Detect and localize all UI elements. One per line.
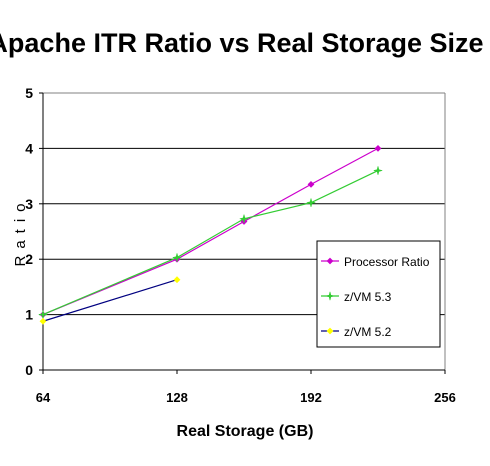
series-3-line [42, 279, 178, 322]
y-tick-label-4: 4 [25, 140, 33, 156]
legend-box [316, 240, 441, 348]
y-axis-title: Ratio [12, 196, 29, 266]
series-2 [38, 166, 383, 319]
series-1-point-4 [307, 181, 315, 188]
series-3-point-1 [39, 317, 47, 325]
x-tick-label-256: 256 [434, 390, 456, 405]
y-tick-label-5: 5 [25, 85, 33, 101]
legend-item-1-label: Processor Ratio [344, 255, 430, 269]
series-2-point-1 [38, 310, 48, 319]
legend-item-2: z/VM 5.3 [321, 290, 392, 304]
x-tick-label-128: 128 [166, 390, 188, 405]
series-2-point-3 [239, 214, 249, 224]
y-tick-label-3: 3 [25, 196, 33, 212]
legend-item-1: Processor Ratio [321, 255, 430, 269]
chart-title: Apache ITR Ratio vs Real Storage Size [0, 28, 484, 58]
x-tick-label-64: 64 [36, 390, 51, 405]
series-2-point-5 [373, 166, 383, 175]
legend: Processor Ratio z/VM 5.3 z/VM 5.2 [316, 240, 441, 348]
y-tick-label-0: 0 [25, 362, 33, 378]
legend-item-3: z/VM 5.2 [321, 325, 392, 339]
legend-item-3-label: z/VM 5.2 [344, 325, 392, 339]
y-tick-label-2: 2 [25, 251, 33, 267]
y-tick-label-1: 1 [25, 307, 33, 323]
legend-item-2-marker [325, 291, 335, 301]
series-1-point-5 [374, 145, 382, 152]
x-tick-label-192: 192 [300, 390, 322, 405]
series-3 [39, 276, 181, 325]
x-axis-title: Real Storage (GB) [177, 423, 314, 440]
legend-item-2-label: z/VM 5.3 [344, 290, 392, 304]
legend-item-3-marker [326, 327, 334, 335]
series-2-point-4 [306, 198, 316, 207]
series-2-point-2 [172, 253, 182, 262]
series [38, 145, 383, 325]
axes: 0 1 2 3 4 5 64 128 192 256 Ratio [12, 85, 456, 405]
legend-item-1-marker [326, 257, 334, 265]
series-3-point-2 [173, 276, 181, 284]
